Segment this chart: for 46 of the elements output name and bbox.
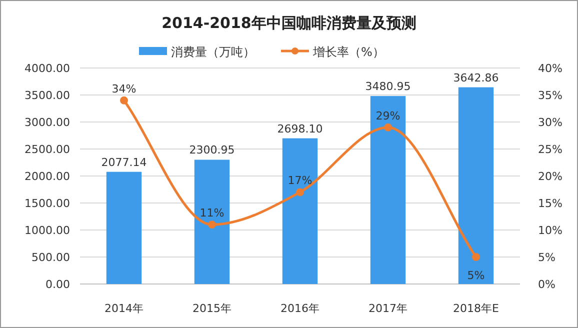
data-label: 2698.10 — [277, 122, 323, 136]
y-tick-label: 1000.00 — [24, 224, 70, 237]
y-tick-label: 0.00 — [46, 278, 70, 291]
point — [208, 220, 216, 229]
y-tick-label: 2500.00 — [24, 143, 70, 156]
y2-tick-label: 5% — [538, 251, 556, 264]
y2-tick-label: 20% — [538, 170, 562, 183]
point — [296, 188, 304, 196]
y2-tick-label: 0% — [538, 278, 556, 291]
y2-tick-label: 15% — [538, 197, 562, 210]
chart-title: 2014-2018年中国咖啡消费量及预测 — [162, 14, 416, 32]
bar — [106, 172, 142, 284]
y-tick-label: 1500.00 — [24, 197, 70, 210]
data-label: 17% — [288, 174, 312, 188]
x-tick-label: 2014年 — [104, 302, 144, 315]
y-tick-label: 3500.00 — [24, 89, 70, 102]
data-label: 29% — [376, 109, 400, 122]
y2-tick-label: 40% — [538, 62, 562, 75]
bar — [458, 87, 494, 284]
data-label: 2077.14 — [101, 156, 147, 169]
point — [472, 253, 480, 261]
legend-label: 消费量（万吨） — [171, 45, 255, 59]
data-label: 11% — [200, 206, 224, 220]
point — [120, 96, 128, 104]
data-label: 2300.95 — [189, 144, 235, 157]
data-label: 5% — [467, 269, 485, 282]
x-tick-label: 2015年 — [192, 302, 232, 315]
point — [384, 123, 392, 132]
x-tick-label: 2016年 — [280, 302, 320, 315]
bar — [194, 160, 230, 284]
y2-tick-label: 35% — [538, 89, 562, 102]
y2-tick-label: 10% — [538, 224, 562, 237]
y-tick-label: 2000.00 — [24, 170, 70, 183]
y-tick-label: 500.00 — [32, 251, 70, 264]
x-tick-label: 2018年E — [453, 302, 500, 315]
legend-label: 增长率（%） — [312, 45, 384, 59]
y-tick-label: 4000.00 — [24, 62, 70, 75]
bar — [282, 138, 318, 284]
x-tick-label: 2017年 — [368, 302, 408, 315]
y-tick-label: 3000.00 — [24, 116, 70, 129]
data-label: 34% — [112, 82, 136, 96]
data-label: 3642.86 — [453, 71, 499, 84]
bar — [370, 96, 406, 284]
y2-tick-label: 30% — [538, 116, 562, 129]
data-label: 3480.95 — [365, 80, 411, 94]
y2-tick-label: 25% — [538, 143, 562, 156]
